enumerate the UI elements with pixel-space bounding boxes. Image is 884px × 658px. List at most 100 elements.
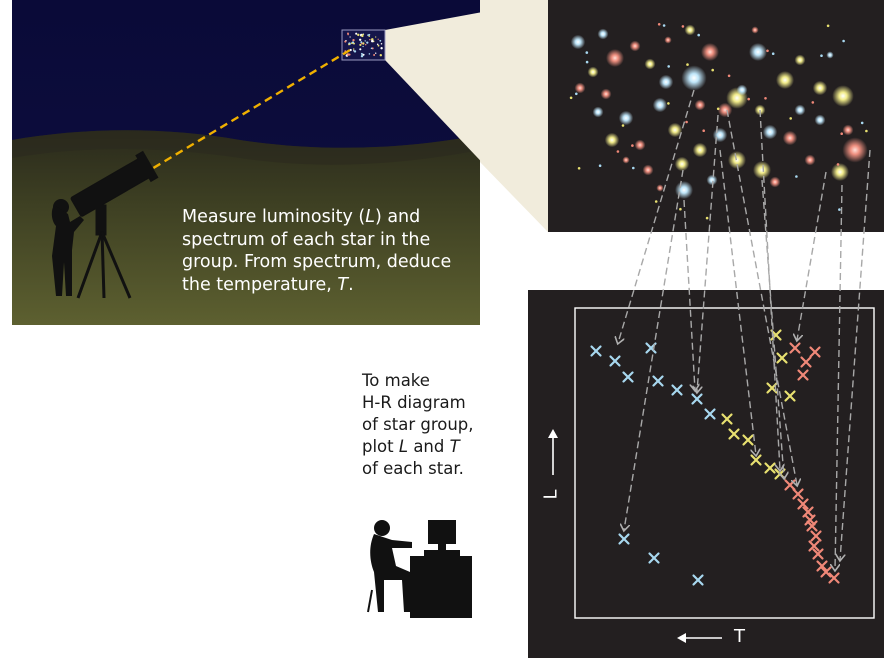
star bbox=[658, 74, 674, 90]
plot-caption: To make H-R diagram of star group, plot … bbox=[362, 370, 474, 480]
star bbox=[642, 164, 654, 176]
star bbox=[570, 34, 586, 50]
hr-star-marker bbox=[792, 488, 804, 500]
tiny-star bbox=[380, 42, 383, 45]
hr-star-marker bbox=[590, 345, 602, 357]
faint-star bbox=[667, 102, 670, 105]
star bbox=[814, 114, 826, 126]
star bbox=[694, 99, 706, 111]
caption-plot-line5: of each star. bbox=[362, 459, 464, 478]
star bbox=[644, 58, 656, 70]
star bbox=[769, 176, 781, 188]
caption-measure-line3: group. From spectrum, deduce bbox=[182, 252, 452, 272]
caption-measure-line4: the temperature, bbox=[182, 274, 338, 295]
tiny-star bbox=[349, 36, 351, 38]
caption-measure-line1-end: ) and bbox=[374, 207, 421, 227]
y-axis-label: L bbox=[540, 489, 562, 500]
star bbox=[604, 132, 620, 148]
tiny-star bbox=[360, 42, 363, 45]
tiny-star bbox=[362, 42, 365, 45]
star bbox=[587, 66, 599, 78]
hr-star-marker bbox=[776, 352, 788, 364]
hr-star-marker bbox=[789, 342, 801, 354]
hr-star-marker bbox=[816, 560, 828, 572]
tiny-star bbox=[379, 54, 382, 57]
star bbox=[574, 82, 586, 94]
faint-star bbox=[860, 121, 864, 125]
faint-star bbox=[727, 74, 731, 78]
caption-plot-line3: of star group, bbox=[362, 415, 474, 434]
faint-star bbox=[842, 39, 845, 43]
tiny-star bbox=[369, 38, 371, 41]
caption-plot-T: T bbox=[449, 437, 460, 456]
hr-star-marker bbox=[808, 540, 820, 552]
tiny-star bbox=[367, 34, 369, 36]
caption-plot-line1: To make bbox=[362, 371, 430, 390]
faint-star bbox=[836, 163, 840, 166]
star bbox=[606, 49, 624, 67]
faint-star bbox=[654, 200, 658, 203]
measure-caption: Measure luminosity (L) and spectrum of e… bbox=[182, 206, 451, 296]
x-axis-label: T bbox=[734, 626, 745, 647]
hr-star-marker bbox=[652, 375, 664, 387]
star bbox=[674, 156, 690, 172]
star bbox=[776, 71, 794, 89]
tiny-star bbox=[376, 43, 379, 46]
faint-star bbox=[667, 65, 670, 68]
tiny-star bbox=[360, 41, 363, 44]
star bbox=[684, 24, 696, 36]
star bbox=[667, 122, 683, 138]
caption-measure-T: T bbox=[337, 274, 349, 295]
tiny-star bbox=[360, 52, 363, 55]
hr-star-marker bbox=[728, 428, 740, 440]
dashed-arrow bbox=[840, 149, 871, 560]
hr-star-marker bbox=[618, 533, 630, 545]
hr-star-marker bbox=[810, 530, 822, 542]
tiny-star bbox=[352, 48, 355, 50]
tiny-star bbox=[351, 41, 355, 44]
faint-star bbox=[657, 23, 661, 26]
star bbox=[753, 161, 771, 179]
faint-star bbox=[686, 63, 689, 66]
faint-star bbox=[716, 107, 720, 111]
tiny-star bbox=[360, 54, 364, 58]
faint-star bbox=[811, 101, 815, 104]
tiny-star bbox=[348, 43, 350, 46]
star bbox=[692, 142, 708, 158]
hr-star-marker bbox=[648, 552, 660, 564]
star bbox=[794, 104, 806, 116]
tiny-star bbox=[377, 44, 380, 47]
star-field-panel bbox=[548, 0, 884, 232]
tiny-star bbox=[355, 32, 358, 35]
caption-measure-line4-end: . bbox=[348, 274, 354, 295]
tiny-star bbox=[379, 39, 382, 42]
faint-star bbox=[771, 52, 775, 55]
tiny-star bbox=[353, 50, 357, 53]
star bbox=[751, 26, 759, 34]
hr-star-marker bbox=[671, 384, 683, 396]
tiny-star bbox=[347, 54, 349, 56]
tiny-star bbox=[375, 52, 377, 54]
star bbox=[794, 54, 806, 66]
hr-star-marker bbox=[764, 462, 776, 474]
hr-star-marker bbox=[691, 393, 703, 405]
star bbox=[592, 106, 604, 118]
hr-star-marker bbox=[622, 371, 634, 383]
faint-star bbox=[598, 164, 602, 167]
hr-star-marker bbox=[812, 548, 824, 560]
dashed-arrow bbox=[719, 149, 756, 455]
tiny-star bbox=[375, 36, 377, 38]
faint-star bbox=[577, 167, 581, 170]
dashed-arrow bbox=[618, 89, 695, 343]
tiny-star bbox=[361, 34, 364, 38]
star bbox=[804, 154, 816, 166]
star bbox=[618, 110, 634, 126]
hr-star-marker bbox=[692, 574, 704, 586]
star bbox=[701, 43, 719, 61]
hr-star-marker bbox=[797, 498, 809, 510]
tiny-star bbox=[359, 48, 362, 51]
star bbox=[826, 51, 834, 59]
caption-plot-line2: H-R diagram bbox=[362, 393, 466, 412]
star-to-plot-arrows bbox=[618, 89, 871, 570]
